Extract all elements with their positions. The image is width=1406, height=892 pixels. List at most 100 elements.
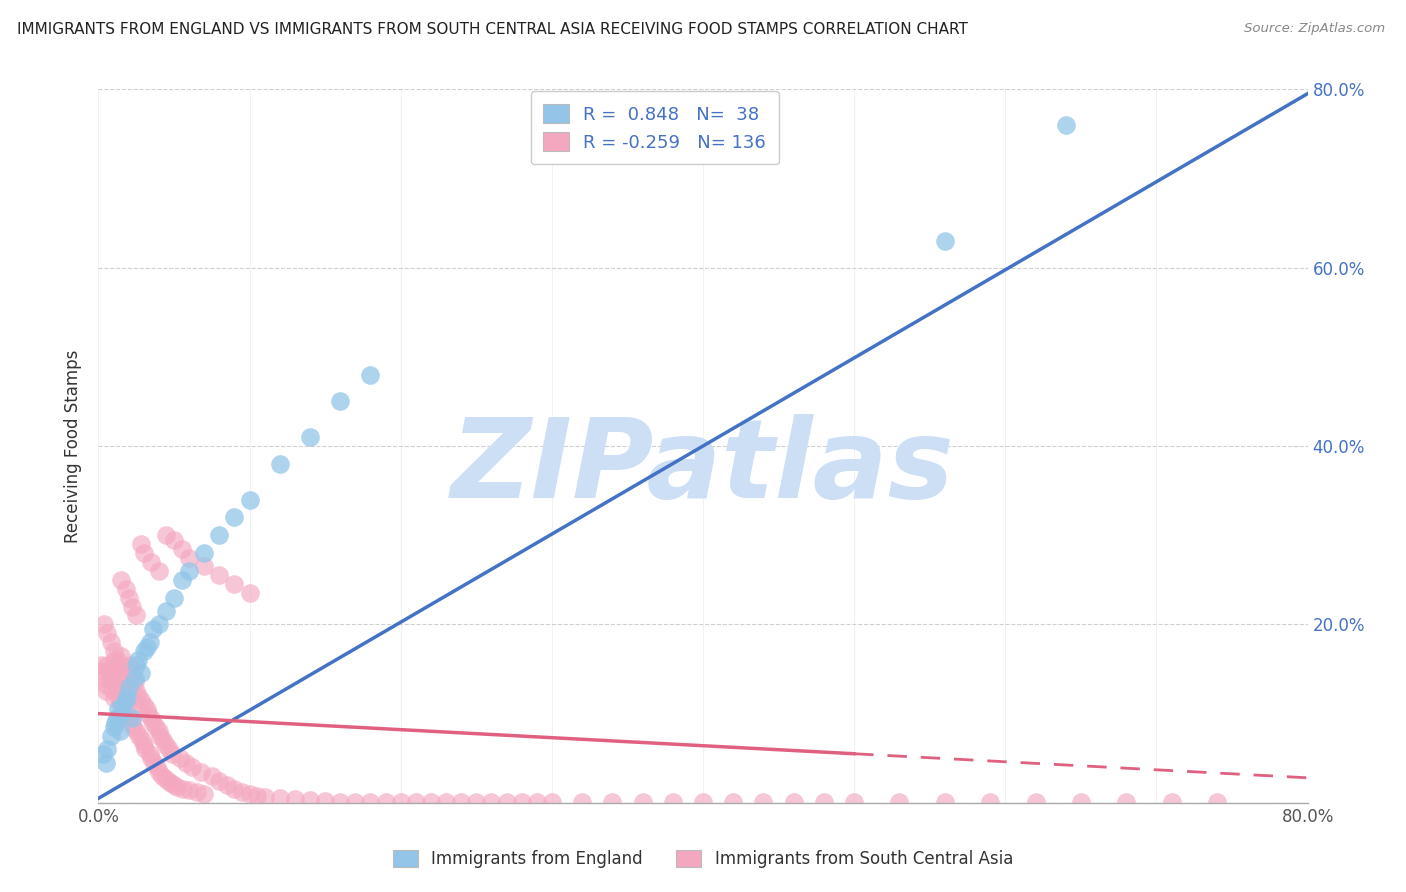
Point	[115, 689, 138, 703]
Point	[107, 689, 129, 703]
Point	[139, 747, 162, 761]
Point	[100, 635, 122, 649]
Point	[465, 795, 488, 809]
Point	[139, 635, 162, 649]
Point	[91, 747, 114, 761]
Point	[129, 537, 152, 551]
Point	[661, 795, 683, 809]
Point	[246, 789, 269, 803]
Text: ZIPatlas: ZIPatlas	[451, 414, 955, 521]
Point	[155, 738, 177, 752]
Point	[135, 640, 157, 654]
Point	[125, 724, 148, 739]
Point	[118, 680, 141, 694]
Text: IMMIGRANTS FROM ENGLAND VS IMMIGRANTS FROM SOUTH CENTRAL ASIA RECEIVING FOOD STA: IMMIGRANTS FROM ENGLAND VS IMMIGRANTS FR…	[17, 22, 967, 37]
Point	[120, 711, 142, 725]
Point	[141, 555, 163, 569]
Point	[571, 795, 593, 809]
Point	[110, 648, 132, 663]
Point	[179, 783, 201, 797]
Point	[100, 673, 122, 687]
Point	[208, 773, 231, 788]
Point	[156, 773, 179, 788]
Text: Source: ZipAtlas.com: Source: ZipAtlas.com	[1244, 22, 1385, 36]
Point	[148, 724, 170, 739]
Point	[813, 795, 835, 809]
Point	[114, 582, 136, 596]
Point	[132, 546, 155, 560]
Point	[118, 706, 141, 721]
Point	[434, 795, 457, 809]
Point	[153, 771, 176, 785]
Y-axis label: Receiving Food Stamps: Receiving Food Stamps	[65, 350, 83, 542]
Point	[127, 653, 149, 667]
Point	[121, 715, 143, 730]
Point	[495, 795, 517, 809]
Point	[103, 690, 125, 705]
Point	[169, 751, 191, 765]
Point	[889, 795, 911, 809]
Point	[132, 698, 155, 712]
Point	[450, 795, 472, 809]
Point	[1115, 795, 1137, 809]
Point	[110, 573, 132, 587]
Point	[108, 696, 131, 710]
Point	[723, 795, 745, 809]
Point	[179, 564, 201, 578]
Point	[145, 720, 167, 734]
Point	[692, 795, 714, 809]
Point	[124, 671, 146, 685]
Point	[215, 778, 238, 792]
Point	[104, 662, 127, 676]
Point	[172, 781, 194, 796]
Point	[374, 795, 396, 809]
Point	[155, 604, 177, 618]
Point	[93, 617, 115, 632]
Point	[103, 720, 125, 734]
Point	[114, 684, 136, 698]
Point	[239, 586, 262, 600]
Point	[159, 742, 181, 756]
Point	[231, 785, 253, 799]
Point	[284, 792, 307, 806]
Point	[124, 675, 146, 690]
Point	[100, 729, 122, 743]
Point	[193, 559, 215, 574]
Point	[114, 693, 136, 707]
Point	[112, 675, 135, 690]
Point	[1054, 118, 1077, 132]
Point	[162, 747, 184, 761]
Point	[193, 546, 215, 560]
Point	[752, 795, 775, 809]
Point	[526, 795, 548, 809]
Point	[146, 760, 169, 774]
Point	[104, 715, 127, 730]
Point	[314, 794, 336, 808]
Point	[179, 550, 201, 565]
Point	[208, 568, 231, 582]
Point	[143, 756, 166, 770]
Point	[783, 795, 806, 809]
Point	[389, 795, 412, 809]
Point	[224, 510, 246, 524]
Point	[114, 693, 136, 707]
Point	[136, 706, 159, 721]
Point	[105, 653, 128, 667]
Point	[132, 738, 155, 752]
Point	[108, 724, 131, 739]
Point	[329, 394, 352, 409]
Point	[142, 715, 165, 730]
Point	[344, 795, 367, 809]
Point	[540, 795, 562, 809]
Point	[190, 764, 212, 779]
Point	[631, 795, 654, 809]
Point	[110, 706, 132, 721]
Point	[98, 664, 121, 678]
Point	[170, 573, 193, 587]
Point	[128, 729, 150, 743]
Point	[125, 608, 148, 623]
Point	[405, 795, 427, 809]
Point	[135, 702, 157, 716]
Point	[360, 795, 382, 809]
Point	[1160, 795, 1182, 809]
